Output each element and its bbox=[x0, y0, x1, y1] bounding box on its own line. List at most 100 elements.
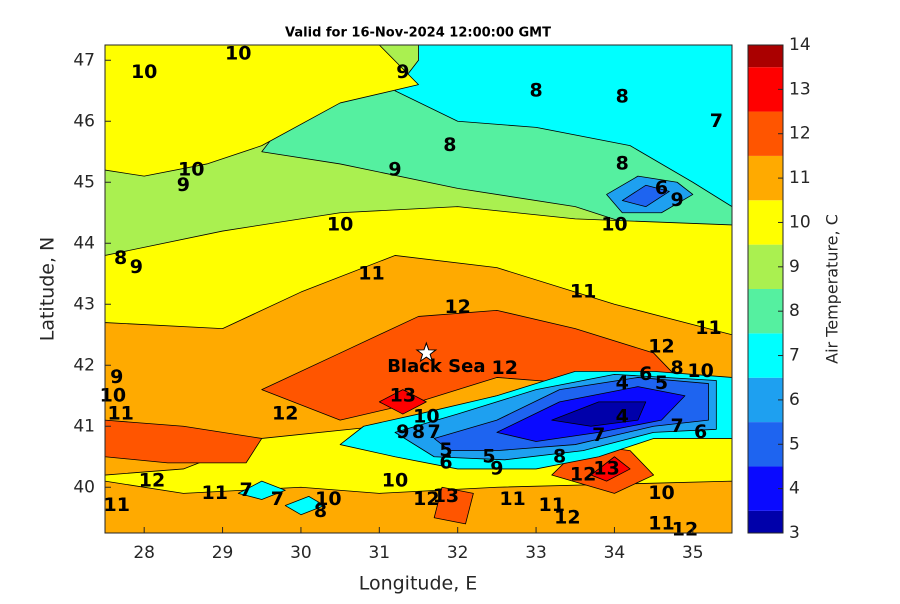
contour-label: 4 bbox=[616, 372, 629, 394]
x-tick-label: 34 bbox=[604, 543, 626, 563]
contour-label: 11 bbox=[539, 494, 565, 516]
colorbar-tick-label: 10 bbox=[789, 212, 811, 232]
y-tick-label: 43 bbox=[73, 294, 95, 314]
y-tick-label: 45 bbox=[73, 172, 95, 192]
x-tick-label: 31 bbox=[368, 543, 390, 563]
contour-label: 8 bbox=[412, 421, 425, 443]
chart-title: Valid for 16-Nov-2024 12:00:00 GMT bbox=[285, 26, 551, 41]
contour-label: 9 bbox=[177, 174, 190, 196]
colorbar-band bbox=[748, 155, 783, 201]
contour-label: 8 bbox=[671, 357, 684, 379]
colorbar-band bbox=[748, 45, 783, 68]
contour-label: 8 bbox=[314, 500, 327, 522]
contour-label: 8 bbox=[616, 85, 629, 107]
contour-label: 12 bbox=[139, 470, 165, 492]
contour-label: 11 bbox=[104, 494, 130, 516]
contour-label: 12 bbox=[413, 488, 439, 510]
y-tick-label: 44 bbox=[73, 233, 95, 253]
contour-label: 10 bbox=[687, 360, 713, 382]
contour-field bbox=[105, 45, 732, 533]
contour-label: 12 bbox=[648, 335, 674, 357]
contour-label: 10 bbox=[100, 384, 126, 406]
x-tick-label: 29 bbox=[212, 543, 234, 563]
colorbar-tick-label: 5 bbox=[789, 434, 800, 454]
colorbar-tick-label: 4 bbox=[789, 479, 800, 499]
colorbar-tick-label: 14 bbox=[789, 35, 811, 55]
contour-label: 7 bbox=[271, 488, 284, 510]
colorbar-band bbox=[748, 377, 783, 423]
contour-label: 9 bbox=[130, 256, 143, 278]
contour-label: 7 bbox=[710, 110, 723, 132]
contour-region bbox=[105, 45, 419, 177]
contour-label: 9 bbox=[671, 189, 684, 211]
contour-label: 11 bbox=[499, 488, 525, 510]
colorbar-band bbox=[748, 111, 783, 156]
contour-label: 12 bbox=[272, 403, 298, 425]
colorbar-tick-label: 8 bbox=[789, 301, 800, 321]
contour-label: 7 bbox=[671, 415, 684, 437]
colorbar-band bbox=[748, 200, 783, 245]
contour-label: 7 bbox=[592, 424, 605, 446]
contour-label: 13 bbox=[433, 485, 459, 507]
colorbar-tick-label: 7 bbox=[789, 346, 800, 366]
contour-label: 10 bbox=[413, 406, 439, 428]
colorbar-frame bbox=[747, 44, 784, 534]
y-tick-label: 46 bbox=[73, 111, 95, 131]
contour-label: 12 bbox=[444, 296, 470, 318]
colorbar-band bbox=[748, 289, 783, 334]
contour-label: 8 bbox=[529, 79, 542, 101]
contour-label: 12 bbox=[491, 357, 517, 379]
contour-label: 9 bbox=[396, 61, 409, 83]
colorbar-tick-label: 12 bbox=[789, 124, 811, 144]
contour-label: 12 bbox=[554, 506, 580, 528]
y-tick-label: 47 bbox=[73, 50, 95, 70]
contour-label: 10 bbox=[131, 61, 157, 83]
x-tick-label: 32 bbox=[447, 543, 469, 563]
contour-label: 10 bbox=[601, 213, 627, 235]
plot-frame bbox=[104, 44, 733, 534]
colorbar-band bbox=[748, 333, 783, 378]
contour-label: 13 bbox=[390, 384, 416, 406]
y-tick-label: 41 bbox=[73, 416, 95, 436]
colorbar-tick-label: 3 bbox=[789, 523, 800, 543]
annotation: Black Sea bbox=[387, 356, 485, 377]
contour-label: 10 bbox=[315, 488, 341, 510]
contour-region bbox=[105, 419, 263, 464]
contour-label: 13 bbox=[593, 457, 619, 479]
y-tick-label: 40 bbox=[73, 477, 95, 497]
x-axis-label: Longitude, E bbox=[359, 573, 478, 595]
contour-region bbox=[551, 401, 647, 427]
contour-region bbox=[237, 480, 286, 500]
contour-label: 10 bbox=[327, 213, 353, 235]
contour-label: 12 bbox=[570, 464, 596, 486]
colorbar-band bbox=[748, 67, 783, 112]
contour-label: 12 bbox=[672, 518, 698, 540]
colorbar-band bbox=[748, 510, 783, 533]
contour-label: 10 bbox=[178, 159, 204, 181]
contour-label: 5 bbox=[482, 445, 495, 467]
contour-label: 8 bbox=[553, 445, 566, 467]
contour-label: 11 bbox=[201, 482, 227, 504]
contour-label: 8 bbox=[616, 152, 629, 174]
colorbar-band bbox=[748, 466, 783, 511]
contour-label: 5 bbox=[439, 439, 452, 461]
y-tick-label: 42 bbox=[73, 355, 95, 375]
contour-region bbox=[433, 486, 474, 525]
colorbar-tick-label: 13 bbox=[789, 79, 811, 99]
contour-label: 10 bbox=[225, 43, 251, 65]
contour-label: 8 bbox=[114, 247, 127, 269]
contour-label: 9 bbox=[110, 366, 123, 388]
contour-label: 7 bbox=[239, 479, 252, 501]
contour-label: 6 bbox=[639, 363, 652, 385]
x-tick-label: 30 bbox=[290, 543, 312, 563]
contour-label: 11 bbox=[570, 281, 596, 303]
colorbar-tick-label: 6 bbox=[789, 390, 800, 410]
x-tick-label: 33 bbox=[525, 543, 547, 563]
contour-region bbox=[621, 184, 670, 208]
contour-label: 6 bbox=[655, 177, 668, 199]
colorbar-tick-label: 11 bbox=[789, 168, 811, 188]
contour-label: 4 bbox=[616, 406, 629, 428]
colorbar-tick-label: 9 bbox=[789, 257, 800, 277]
